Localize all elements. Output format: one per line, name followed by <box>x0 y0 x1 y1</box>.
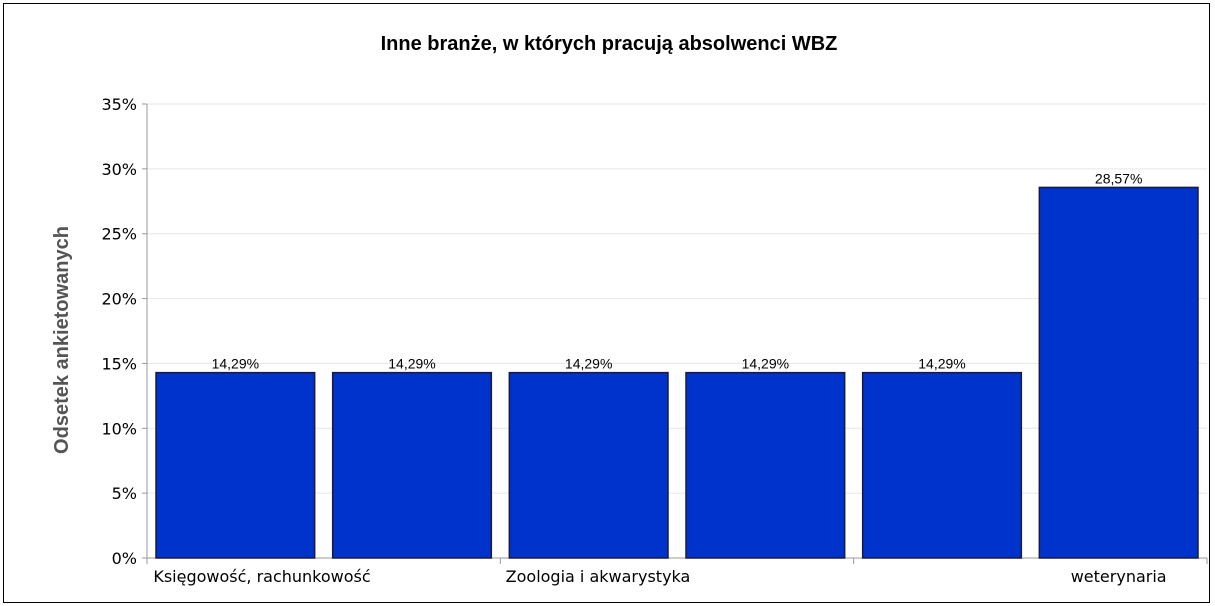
chart-frame: Inne branże, w których pracują absolwenc… <box>3 3 1210 603</box>
bars <box>155 186 1199 559</box>
y-tick-label: 20% <box>101 290 137 309</box>
gridlines <box>147 103 1207 494</box>
bar <box>1038 186 1199 559</box>
bar-chart: Inne branże, w których pracują absolwenc… <box>51 33 1208 586</box>
bar <box>331 371 493 559</box>
data-label: 14,29% <box>742 356 789 372</box>
data-label: 14,29% <box>918 356 965 372</box>
data-labels: 14,29% 14,29% 14,29% 14,29% 14,29% 28,57% <box>212 170 1143 371</box>
y-tick-label: 30% <box>101 160 137 179</box>
x-category-label: Księgowość, rachunkowość <box>153 567 370 586</box>
y-tick-label: 5% <box>112 484 137 503</box>
tick-labels: 0% 5% 10% 15% 20% 25% 30% 35% Księgowość, rachun… <box>101 95 1166 586</box>
x-category-label: weterynaria <box>1071 567 1167 586</box>
bar <box>685 371 846 559</box>
y-tick-label: 35% <box>101 95 137 114</box>
y-tick-label: 25% <box>101 225 137 244</box>
bar <box>861 371 1023 559</box>
y-tick-label: 10% <box>101 419 137 438</box>
y-tick-label: 15% <box>101 354 137 373</box>
y-tick-label: 0% <box>112 549 137 568</box>
bar <box>508 371 669 559</box>
x-category-label: Zoologia i akwarystyka <box>506 567 691 586</box>
bar <box>155 371 316 559</box>
axes <box>142 103 1208 564</box>
data-label: 14,29% <box>565 356 612 372</box>
data-label: 14,29% <box>388 356 435 372</box>
y-axis-label: Odsetek ankietowanych <box>51 226 73 454</box>
data-label: 28,57% <box>1095 170 1142 186</box>
data-label: 14,29% <box>212 356 259 372</box>
chart-title: Inne branże, w których pracują absolwenc… <box>381 33 838 55</box>
